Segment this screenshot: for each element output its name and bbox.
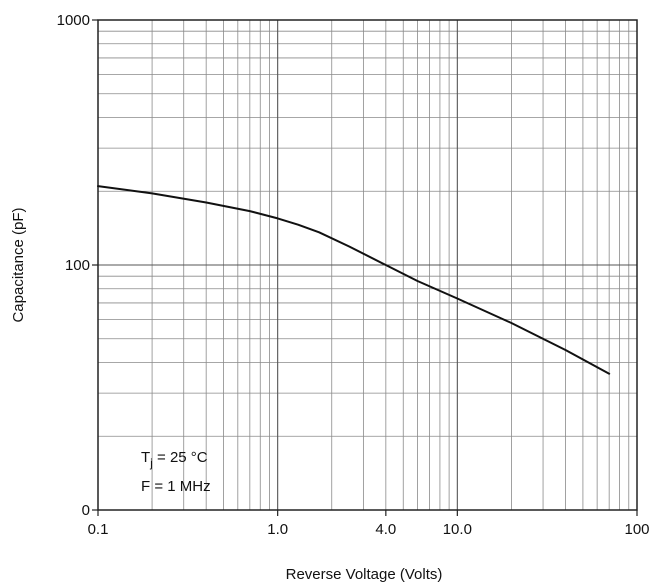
x-tick-label: 0.1 xyxy=(88,521,109,538)
x-tick-label: 4.0 xyxy=(375,521,396,538)
y-tick-label: 100 xyxy=(65,257,90,274)
y-axis-ticks: 0 100 1000 xyxy=(57,12,98,519)
frequency-annotation: F = 1 MHz xyxy=(141,478,211,495)
y-axis-title: Capacitance (pF) xyxy=(10,207,27,322)
temperature-subscript: j xyxy=(149,456,153,470)
temperature-value: = 25 °C xyxy=(153,449,208,466)
capacitance-curve xyxy=(97,185,611,375)
x-tick-label: 100 xyxy=(624,521,649,538)
series-layer xyxy=(97,185,611,375)
x-axis-title: Reverse Voltage (Volts) xyxy=(286,566,443,583)
x-axis-ticks: 0.1 1.0 4.0 10.0 100 xyxy=(88,510,650,538)
y-tick-label: 1000 xyxy=(57,12,90,29)
y-tick-label: 0 xyxy=(82,502,90,519)
temperature-annotation: Tj = 25 °C xyxy=(141,449,208,470)
temperature-symbol: T xyxy=(141,449,150,466)
x-tick-label: 10.0 xyxy=(443,521,472,538)
major-gridlines xyxy=(98,20,637,510)
x-tick-label: 1.0 xyxy=(267,521,288,538)
